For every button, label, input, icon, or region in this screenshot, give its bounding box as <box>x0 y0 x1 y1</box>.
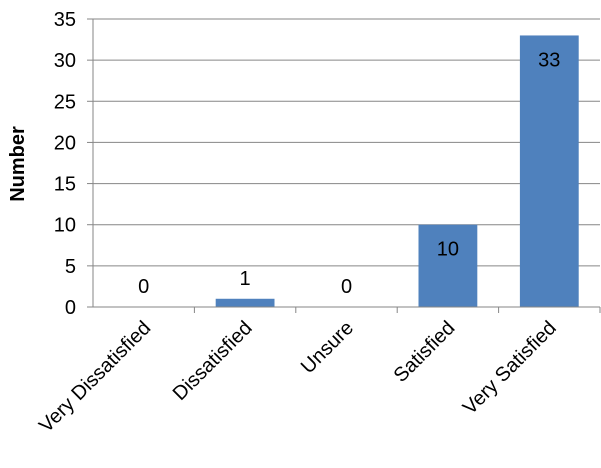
x-category-label: Very Dissatisfied <box>35 317 155 437</box>
x-category-label: Very Satisfied <box>459 317 561 419</box>
x-category-label: Unsure <box>297 317 358 378</box>
bar <box>215 298 275 307</box>
data-label: 0 <box>341 276 352 298</box>
bar <box>418 224 478 307</box>
data-label: 33 <box>538 49 560 71</box>
y-tick-label: 35 <box>54 9 76 31</box>
y-tick-label: 30 <box>54 50 76 72</box>
data-label: 10 <box>437 239 459 261</box>
y-tick-label: 10 <box>54 215 76 237</box>
x-category-label: Satisfied <box>390 317 460 387</box>
y-tick-label: 25 <box>54 91 76 113</box>
x-category-label: Dissatisfied <box>169 317 257 405</box>
y-tick-label: 5 <box>65 256 76 278</box>
y-axis-title: Number <box>7 126 29 202</box>
gridlines <box>93 18 600 267</box>
bars <box>215 35 579 307</box>
axes <box>87 18 601 313</box>
y-tick-label: 0 <box>65 297 76 319</box>
data-label: 1 <box>240 268 251 290</box>
data-label: 0 <box>138 276 149 298</box>
y-tick-label: 15 <box>54 174 76 196</box>
bar <box>519 35 579 307</box>
y-tick-label: 20 <box>54 132 76 154</box>
